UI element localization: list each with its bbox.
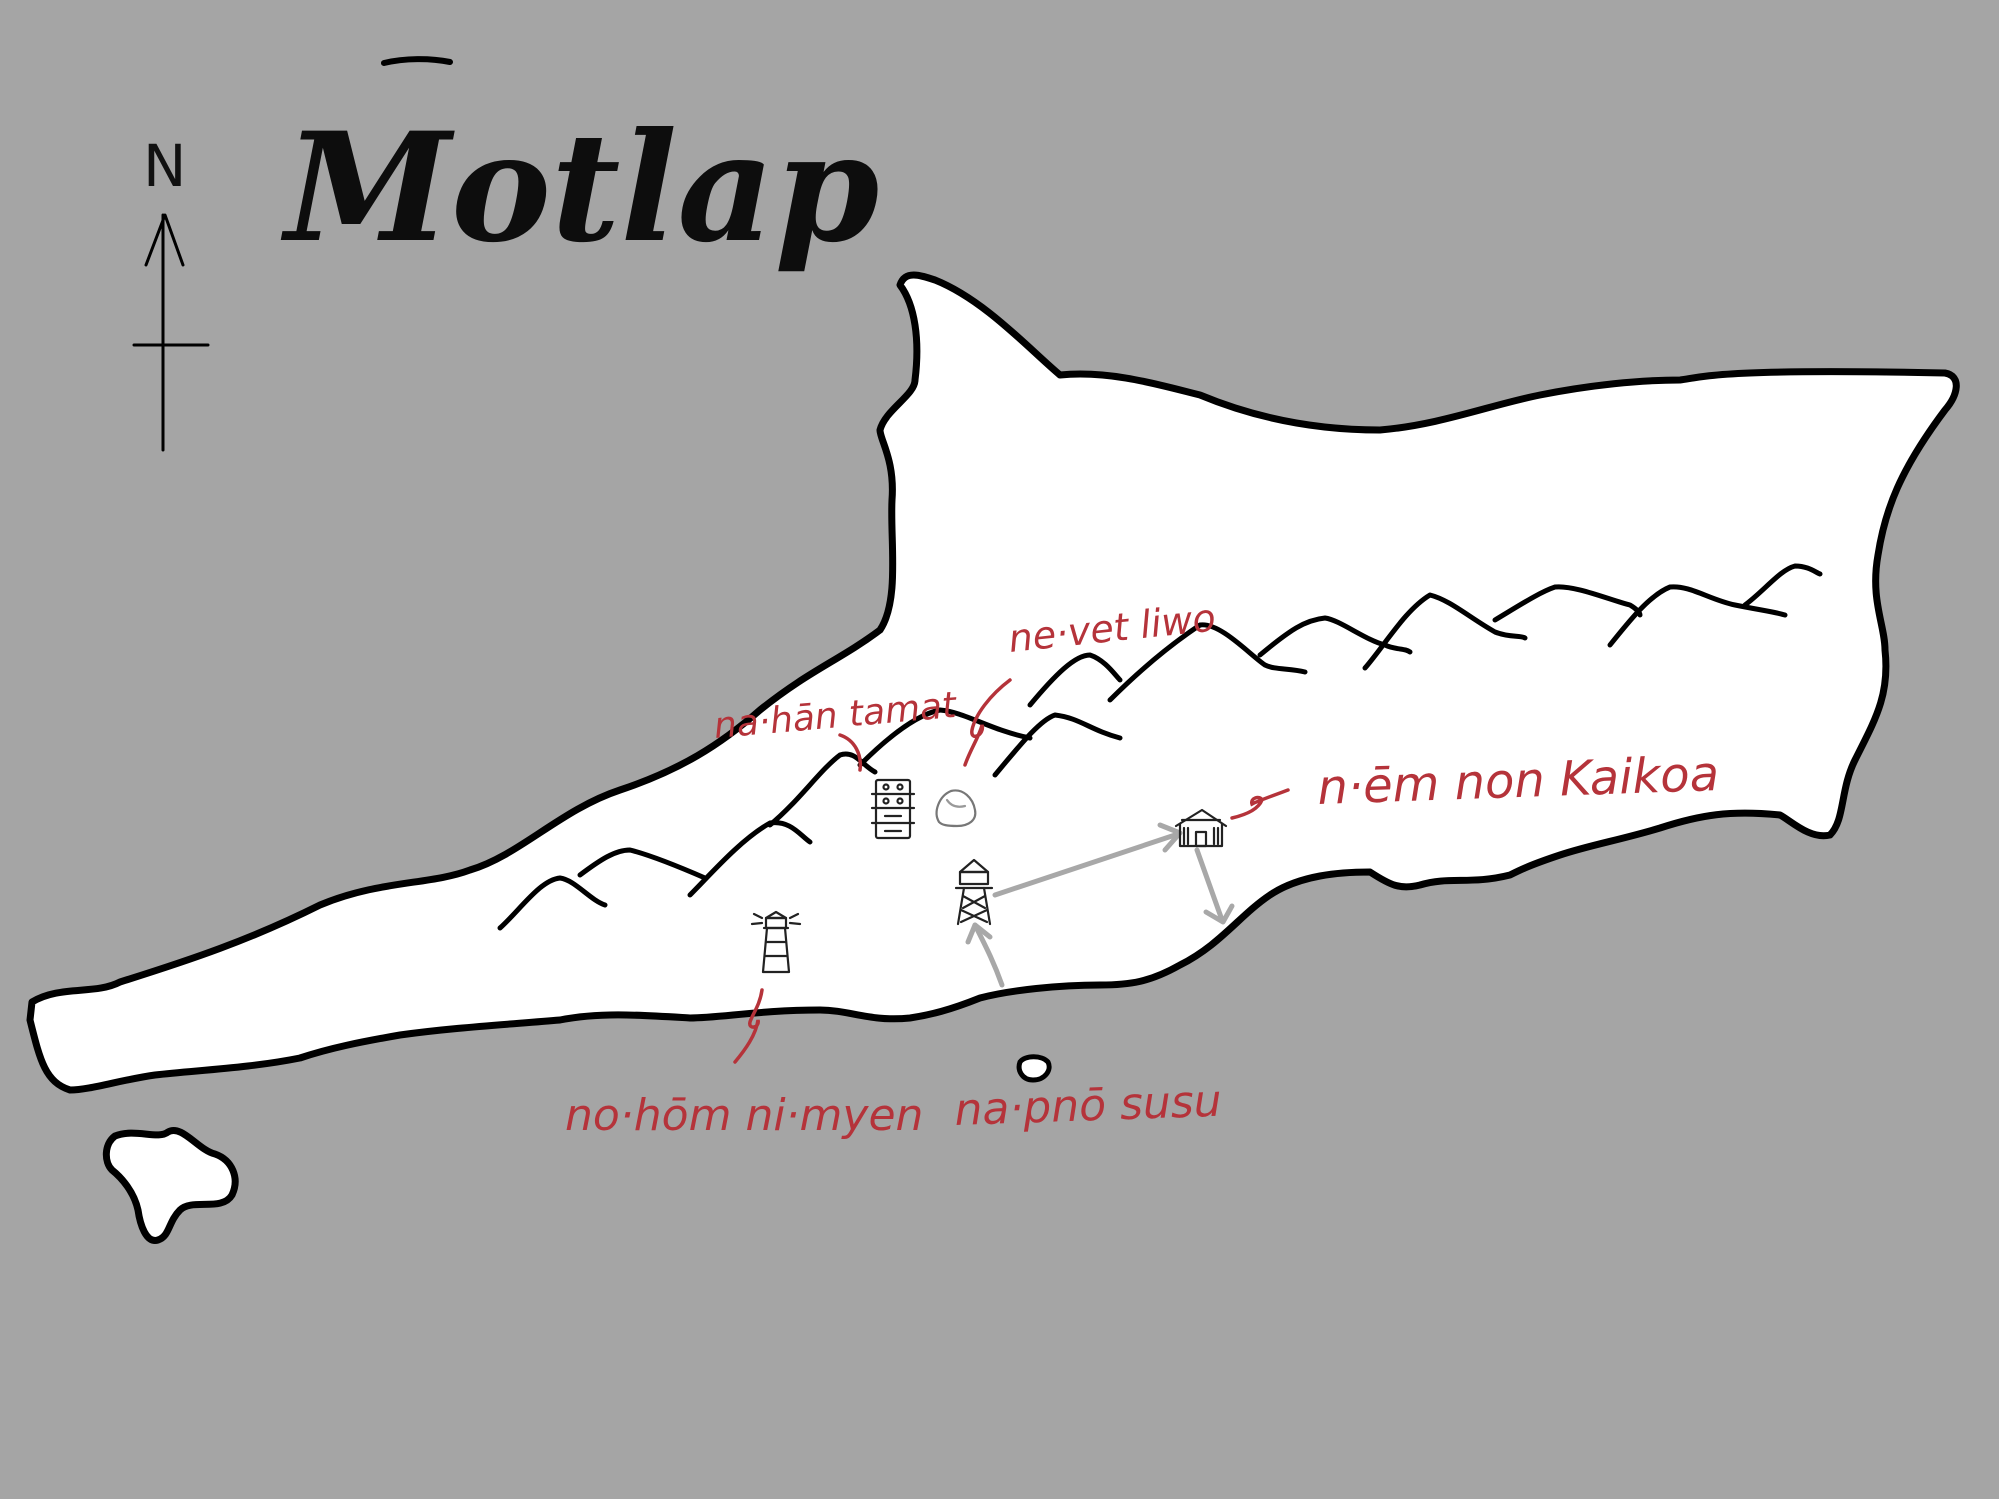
small-island	[102, 1127, 239, 1244]
map-title: Motlap	[280, 100, 879, 276]
mountain-ridge	[1742, 563, 1823, 608]
mountain-ridge	[687, 820, 813, 898]
mountain-ridge	[577, 847, 708, 881]
title-macron	[381, 56, 453, 66]
mountain-ridge	[1607, 584, 1788, 648]
mountain-ridge	[1492, 584, 1643, 623]
north-label: N	[143, 132, 186, 200]
north-arrow-icon	[132, 213, 210, 452]
islet-icon	[1016, 1054, 1052, 1083]
place-label-nohom-nimyen: no·hōm ni·myen	[565, 1090, 923, 1141]
hut-icon	[1174, 808, 1228, 848]
label-leaders	[733, 678, 1290, 1064]
stone-icon	[935, 789, 977, 828]
main-island	[26, 271, 1960, 1094]
place-label-napno-susu: na·pnō susu	[954, 1076, 1223, 1136]
mountain-ridge	[992, 712, 1123, 778]
mountain-ridge	[1257, 615, 1413, 658]
mountain-ridge	[497, 875, 608, 931]
watchtower-icon	[954, 858, 994, 926]
mountain-ridge	[1362, 592, 1528, 671]
mountain-ridge	[857, 707, 1033, 768]
lighthouse-icon	[750, 910, 802, 974]
totem-icon	[870, 778, 916, 840]
mountain-ridge	[1107, 622, 1308, 703]
mountain-ridge	[1027, 652, 1123, 708]
